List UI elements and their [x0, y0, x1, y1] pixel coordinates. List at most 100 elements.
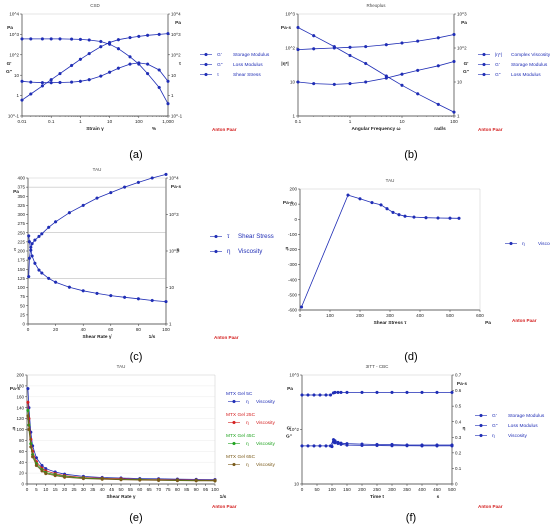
data-point: [128, 35, 132, 40]
y-right-tick-label: 10^3: [171, 32, 181, 37]
data-point: [436, 64, 440, 68]
data-point: [33, 238, 37, 242]
y-left-tick-label: 300: [17, 212, 25, 217]
x-axis-unit: Pa: [485, 320, 491, 326]
data-point: [306, 444, 310, 448]
data-point: [116, 66, 120, 70]
x-tick-label: 50: [314, 487, 320, 492]
data-point: [379, 203, 383, 207]
data-point: [146, 33, 150, 37]
data-point: [390, 390, 394, 394]
chart-title: Rheoplus: [366, 3, 386, 8]
x-tick-label: 300: [386, 313, 394, 318]
data-point: [53, 474, 57, 478]
legend-label: Viscosity: [256, 399, 275, 405]
y-right-tick-label: 10: [171, 73, 177, 78]
data-point: [29, 37, 33, 41]
panel-label: (b): [404, 149, 417, 161]
x-tick-label: 90: [194, 487, 200, 492]
data-point: [40, 84, 44, 88]
x-tick-label: 75: [165, 487, 171, 492]
series-line: [297, 27, 455, 113]
data-point: [435, 444, 439, 448]
data-point: [420, 390, 424, 394]
legend-symbol: |η*|: [495, 52, 502, 58]
data-point: [157, 32, 161, 36]
x-tick-label: 40: [100, 487, 106, 492]
y-right-tick-label: 10^3: [457, 12, 467, 17]
data-point: [138, 478, 142, 482]
data-point: [360, 390, 364, 394]
data-point: [435, 390, 439, 394]
data-point: [29, 92, 33, 96]
data-point: [384, 76, 388, 80]
data-point: [330, 445, 334, 449]
panel-label: (a): [129, 149, 142, 161]
x-tick-label: 100: [450, 119, 458, 124]
y-right-tick-label: 10^2: [169, 249, 179, 254]
data-point: [400, 83, 404, 87]
data-point: [324, 393, 328, 397]
y-left-tick-label: 375: [17, 185, 25, 190]
data-point: [345, 390, 349, 394]
data-point: [146, 71, 150, 76]
x-tick-label: 95: [203, 487, 209, 492]
y-left-tick-label: 10^2: [9, 52, 19, 57]
data-point: [33, 261, 37, 265]
y-left-tick-label: 10^3: [9, 32, 19, 37]
x-tick-label: 100: [135, 119, 143, 124]
data-point: [40, 81, 44, 85]
x-tick-label: 45: [109, 487, 115, 492]
data-point: [58, 80, 62, 85]
data-point: [30, 455, 35, 459]
x-axis-label: Shear Stress τ: [374, 320, 408, 326]
y-left-tick-label: 10^-1: [8, 114, 20, 119]
data-point: [405, 444, 409, 448]
x-tick-label: 10: [107, 119, 113, 124]
y-left-unit: Pa·s: [281, 25, 291, 31]
data-point: [58, 71, 62, 76]
chart-title: TAU: [386, 178, 395, 183]
x-tick-label: 600: [476, 313, 484, 318]
y-left-label: G'': [6, 69, 12, 75]
series-line: [27, 388, 216, 480]
series-line: [297, 34, 455, 50]
legend-group-label: MTX Gel 45C: [226, 433, 256, 439]
data-point: [29, 80, 33, 84]
legend-symbol: G': [495, 62, 500, 68]
x-tick-label: 55: [128, 487, 134, 492]
data-point: [400, 41, 404, 45]
data-point: [26, 400, 30, 404]
chart-title: CSD: [90, 3, 100, 8]
data-point: [44, 472, 48, 476]
data-point: [47, 276, 51, 280]
data-point: [99, 39, 103, 44]
y-left-tick-label: 225: [17, 239, 25, 244]
data-point: [67, 285, 71, 289]
legend-label: Loss Modulus: [511, 72, 541, 78]
x-tick-label: 40: [81, 327, 87, 332]
legend-symbol: η: [246, 442, 249, 447]
data-point: [360, 443, 364, 447]
x-axis-unit: s: [437, 495, 440, 500]
data-point: [136, 297, 140, 301]
data-point: [95, 291, 99, 295]
data-point: [312, 393, 316, 397]
data-point: [137, 34, 141, 38]
data-point: [448, 216, 452, 220]
x-tick-label: 20: [53, 327, 59, 332]
series-line: [27, 402, 216, 481]
data-point: [69, 63, 74, 68]
data-point: [40, 232, 44, 236]
x-tick-label: 500: [448, 487, 456, 492]
legend-label: Viscosity: [238, 248, 263, 255]
legend-group-label: MTX Gel 25C: [226, 412, 256, 418]
y-left-tick-label: 10: [290, 80, 296, 85]
y-right-unit: Pa: [461, 20, 467, 26]
data-point: [87, 38, 91, 42]
y-left-tick-label: 275: [17, 221, 25, 226]
legend-symbol: η: [492, 434, 495, 439]
data-point: [457, 216, 461, 220]
y-left-tick-label: 60: [19, 449, 25, 454]
